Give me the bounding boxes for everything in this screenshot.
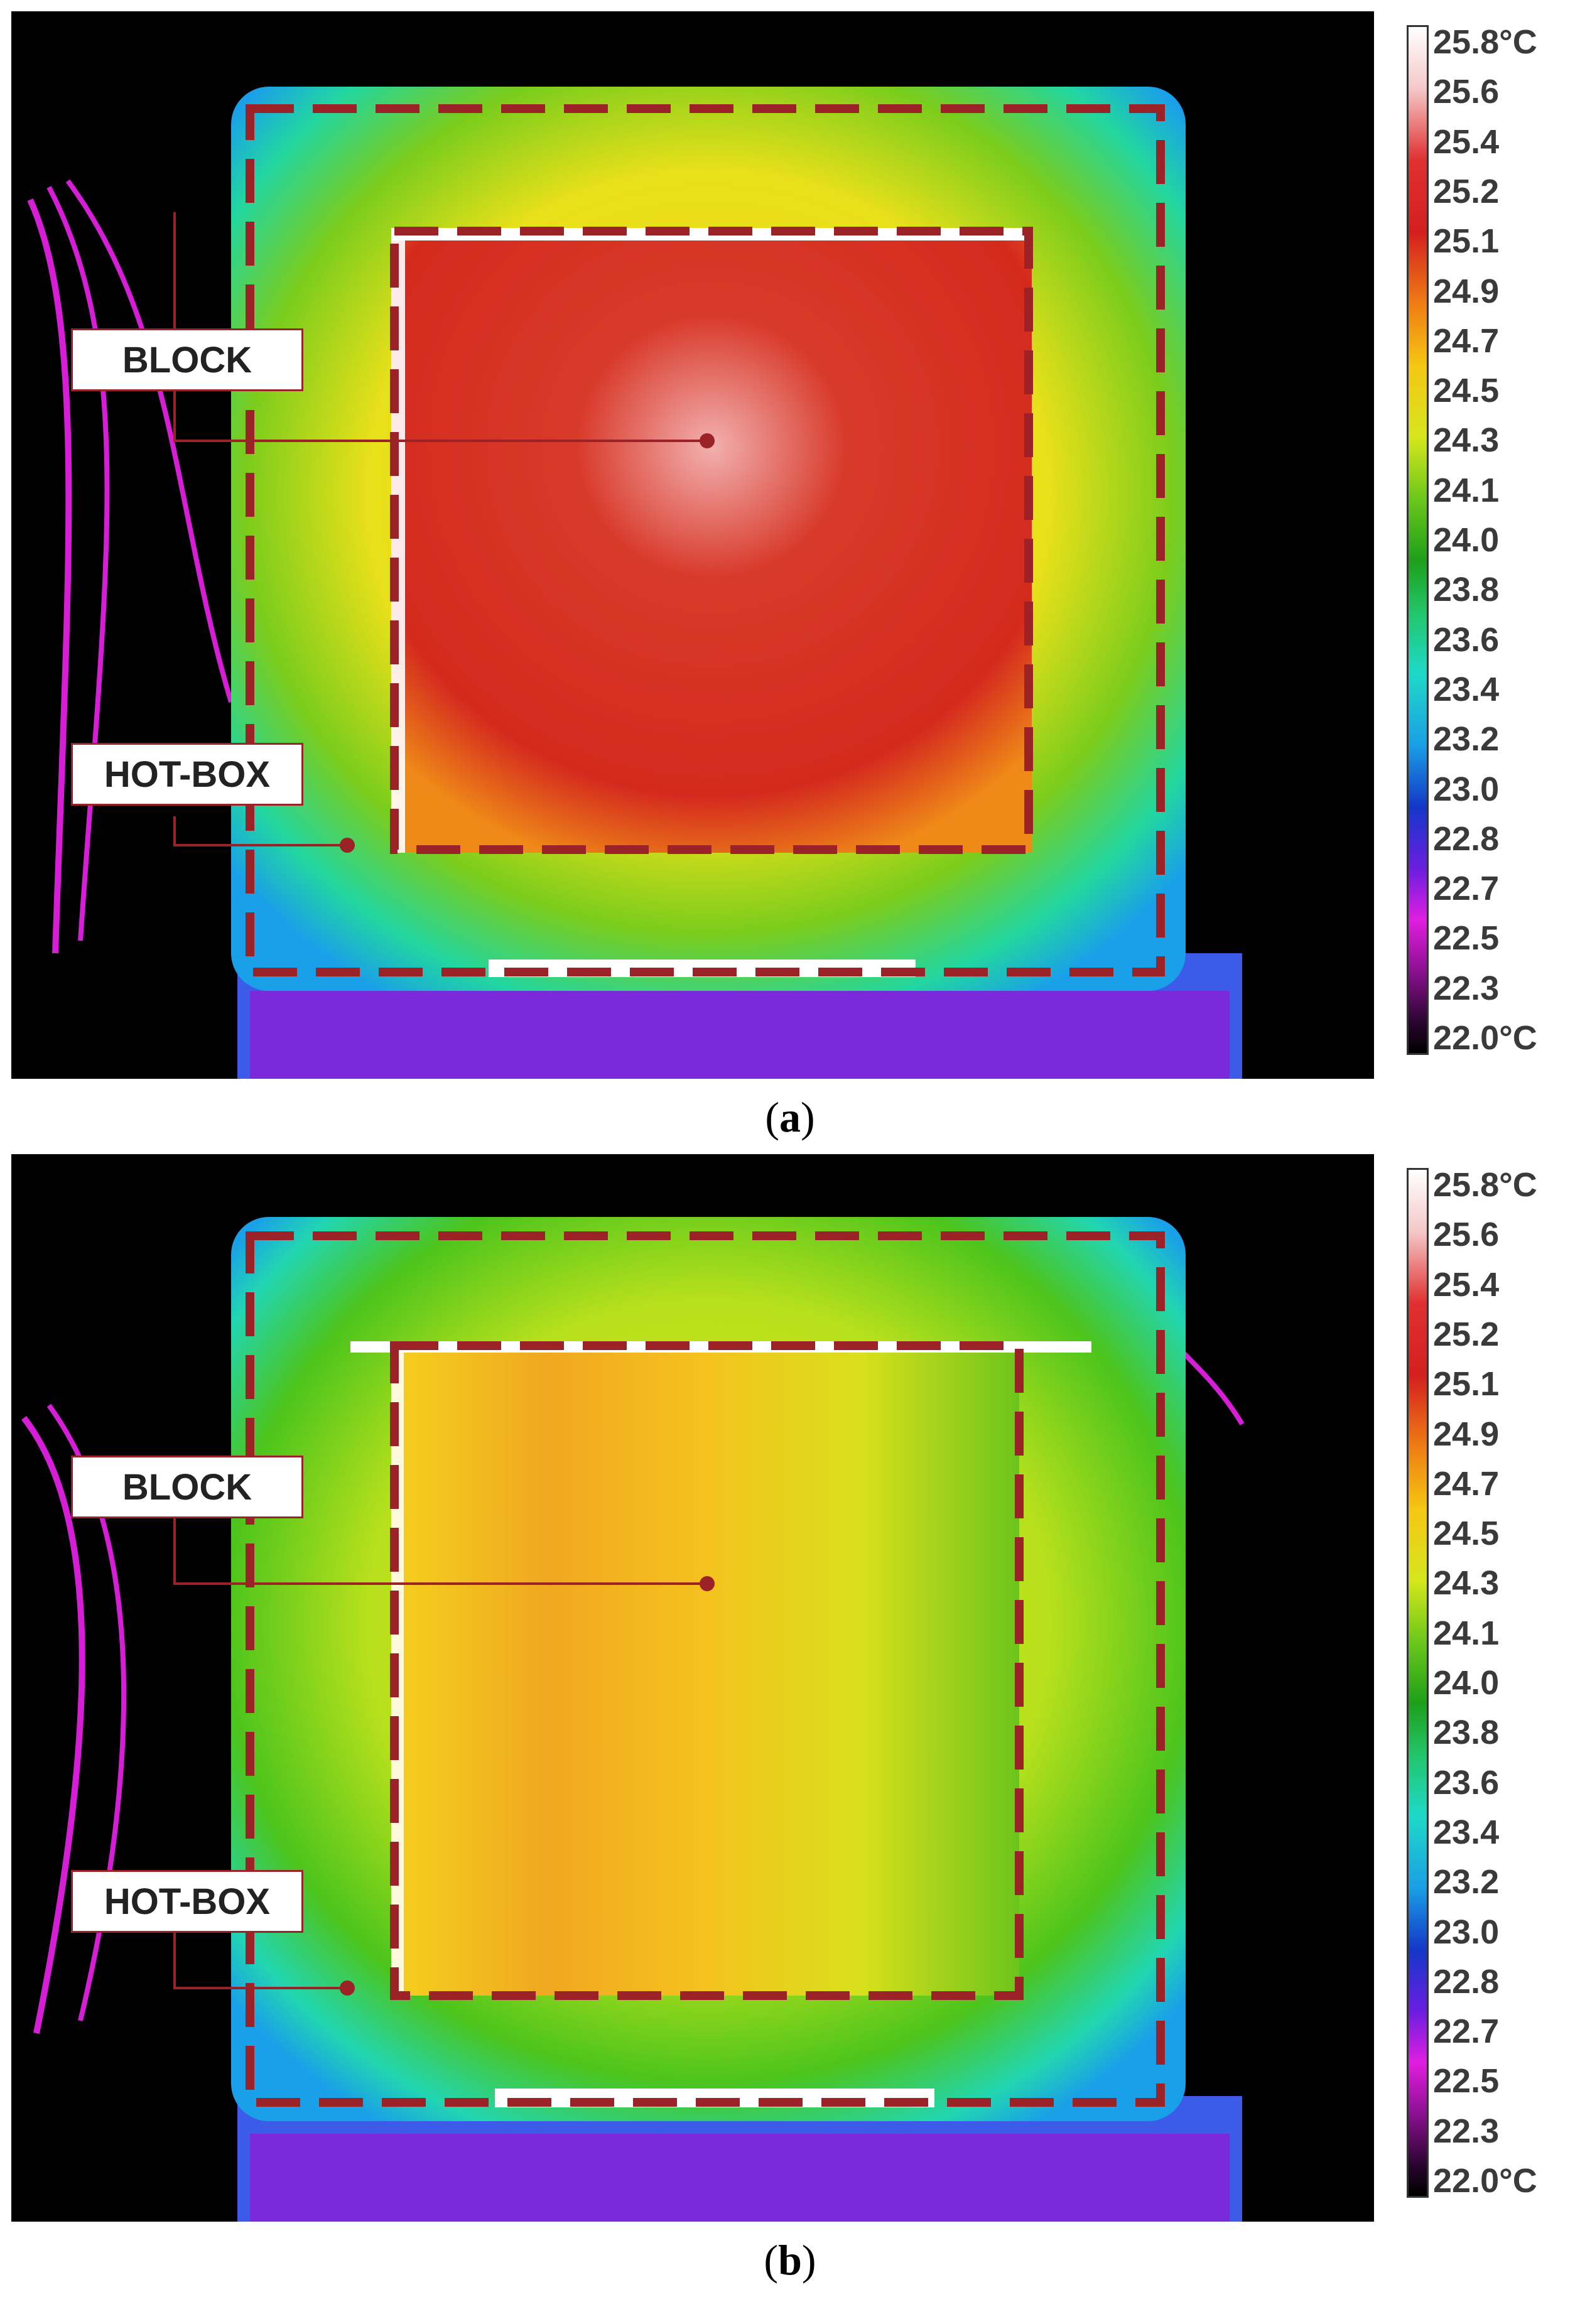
scale-tick-label: 24.9 bbox=[1433, 272, 1500, 310]
scale-tick-label: 23.4 bbox=[1433, 670, 1500, 708]
scale-tick-label: 23.8 bbox=[1433, 571, 1500, 609]
scale-tick-label: 22.7 bbox=[1433, 870, 1500, 908]
scale-tick-label: 24.3 bbox=[1433, 421, 1500, 460]
color-scale-bar-b bbox=[1407, 1168, 1429, 2198]
caption-b: (b) bbox=[764, 2236, 816, 2284]
scale-tick-label: 25.2 bbox=[1433, 172, 1500, 210]
thermal-panel-b: BLOCK HOT-BOX 25.8°C 25.6 25.4 25.2 25.1 24.9… bbox=[0, 1143, 1580, 2284]
scale-ticks-a: 25.8°C 25.6 25.4 25.2 25.1 24.9 24.7 24.5 24.3 24… bbox=[1433, 25, 1577, 1055]
scale-tick-label: 23.0 bbox=[1433, 1913, 1500, 1951]
scale-tick-label: 24.0 bbox=[1433, 1664, 1500, 1702]
thermal-svg-a bbox=[27, 87, 1242, 1079]
scale-ticks-b: 25.8°C 25.6 25.4 25.2 25.1 24.9 24.7 24.5 24.3 24… bbox=[1433, 1168, 1577, 2198]
color-scale-bar-a bbox=[1407, 25, 1429, 1055]
label-hot-box-a: HOT-BOX bbox=[71, 743, 303, 806]
scale-tick-label: 22.8 bbox=[1433, 1962, 1500, 2001]
scale-tick-label: 24.1 bbox=[1433, 471, 1500, 509]
scale-tick-label: 23.2 bbox=[1433, 720, 1500, 759]
scale-tick-label: 25.2 bbox=[1433, 1315, 1500, 1353]
scale-tick-label: 24.1 bbox=[1433, 1614, 1500, 1652]
scale-tick-label: 22.7 bbox=[1433, 2013, 1500, 2051]
scale-tick-label: 22.3 bbox=[1433, 2112, 1500, 2150]
scale-tick-label: 24.7 bbox=[1433, 1464, 1500, 1503]
scale-tick-label: 25.6 bbox=[1433, 1216, 1500, 1254]
scale-tick-label: 22.5 bbox=[1433, 2062, 1500, 2100]
scale-tick-label: 23.6 bbox=[1433, 620, 1500, 659]
scale-tick-label: 24.5 bbox=[1433, 1515, 1500, 1553]
caption-a: (a) bbox=[765, 1093, 815, 1141]
scale-tick-label: 22.0°C bbox=[1433, 2162, 1537, 2200]
label-block-a: BLOCK bbox=[71, 328, 303, 391]
scale-tick-label: 25.6 bbox=[1433, 73, 1500, 111]
scale-tick-label: 24.9 bbox=[1433, 1415, 1500, 1453]
scale-tick-label: 24.5 bbox=[1433, 372, 1500, 410]
thermal-image-b: BLOCK HOT-BOX bbox=[11, 1154, 1374, 2222]
scale-tick-label: 23.0 bbox=[1433, 770, 1500, 808]
scale-tick-label: 23.2 bbox=[1433, 1863, 1500, 1901]
scale-tick-label: 22.0°C bbox=[1433, 1019, 1537, 1057]
scale-tick-label: 25.4 bbox=[1433, 1265, 1500, 1304]
scale-tick-label: 24.0 bbox=[1433, 521, 1500, 559]
scale-tick-label: 24.3 bbox=[1433, 1564, 1500, 1602]
scale-tick-label: 22.3 bbox=[1433, 969, 1500, 1007]
scale-tick-label: 22.5 bbox=[1433, 919, 1500, 958]
scale-tick-label: 22.8 bbox=[1433, 819, 1500, 858]
label-block-b: BLOCK bbox=[71, 1456, 303, 1518]
scale-tick-label: 25.8°C bbox=[1433, 23, 1537, 61]
scale-tick-label: 24.7 bbox=[1433, 322, 1500, 360]
label-hot-box-b: HOT-BOX bbox=[71, 1870, 303, 1933]
scale-tick-label: 25.1 bbox=[1433, 1365, 1500, 1403]
thermal-panel-a: BLOCK HOT-BOX 25.8°C 25.6 25.4 25.2 25.1 24.9… bbox=[0, 0, 1580, 1141]
scale-tick-label: 23.8 bbox=[1433, 1714, 1500, 1752]
thermal-image-a: BLOCK HOT-BOX bbox=[11, 11, 1374, 1079]
scale-tick-label: 23.6 bbox=[1433, 1763, 1500, 1802]
scale-tick-label: 25.4 bbox=[1433, 122, 1500, 161]
scale-tick-label: 25.8°C bbox=[1433, 1166, 1537, 1204]
scale-tick-label: 25.1 bbox=[1433, 222, 1500, 261]
scale-tick-label: 23.4 bbox=[1433, 1813, 1500, 1851]
thermal-svg-b bbox=[21, 1217, 1245, 2222]
